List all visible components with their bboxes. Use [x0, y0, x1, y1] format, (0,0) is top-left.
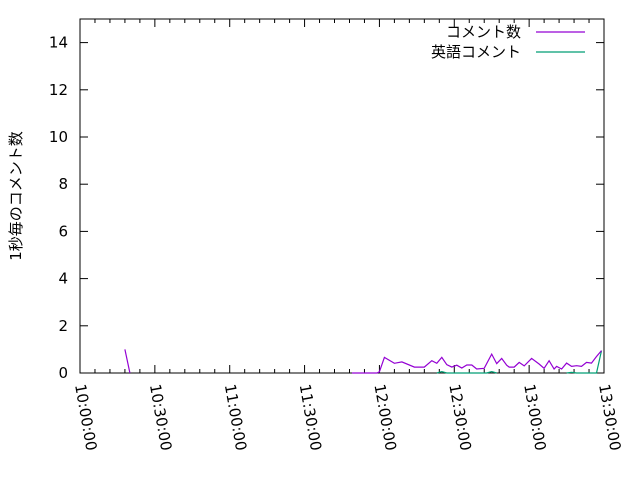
series-line-1 — [566, 350, 603, 374]
x-tick-label: 13:00:00 — [520, 383, 549, 452]
y-axis-label: 1秒毎のコメント数 — [7, 131, 25, 261]
series-line-0 — [352, 350, 602, 374]
x-tick-label: 12:00:00 — [370, 383, 399, 452]
plot-frame — [79, 18, 605, 374]
x-tick-label: 10:00:00 — [71, 383, 100, 452]
y-tick-label: 12 — [49, 81, 68, 99]
legend: コメント数 英語コメント — [431, 23, 585, 61]
legend-label-1: 英語コメント — [431, 43, 521, 61]
x-tick-label: 11:00:00 — [221, 383, 250, 452]
x-tick-label: 11:30:00 — [296, 383, 325, 452]
legend-label-0: コメント数 — [446, 23, 521, 41]
y-tick-label: 6 — [58, 222, 68, 240]
y-tick-label: 8 — [58, 175, 68, 193]
y-tick-label: 0 — [58, 364, 68, 382]
x-tick-label: 13:30:00 — [595, 383, 624, 452]
series-line-1 — [436, 370, 497, 374]
y-tick-label: 2 — [58, 317, 68, 335]
series-line-0 — [124, 349, 131, 374]
y-tick-label: 4 — [58, 270, 68, 288]
ticks: 0 2 4 6 8 10 12 14 10:00:00 10:30:00 11:00:00 11:30… — [49, 19, 624, 452]
x-tick-label: 10:30:00 — [146, 383, 175, 452]
series-lines — [124, 349, 603, 374]
x-tick-label: 12:30:00 — [445, 383, 474, 452]
y-tick-label: 10 — [49, 128, 68, 146]
y-tick-label: 14 — [49, 34, 68, 52]
